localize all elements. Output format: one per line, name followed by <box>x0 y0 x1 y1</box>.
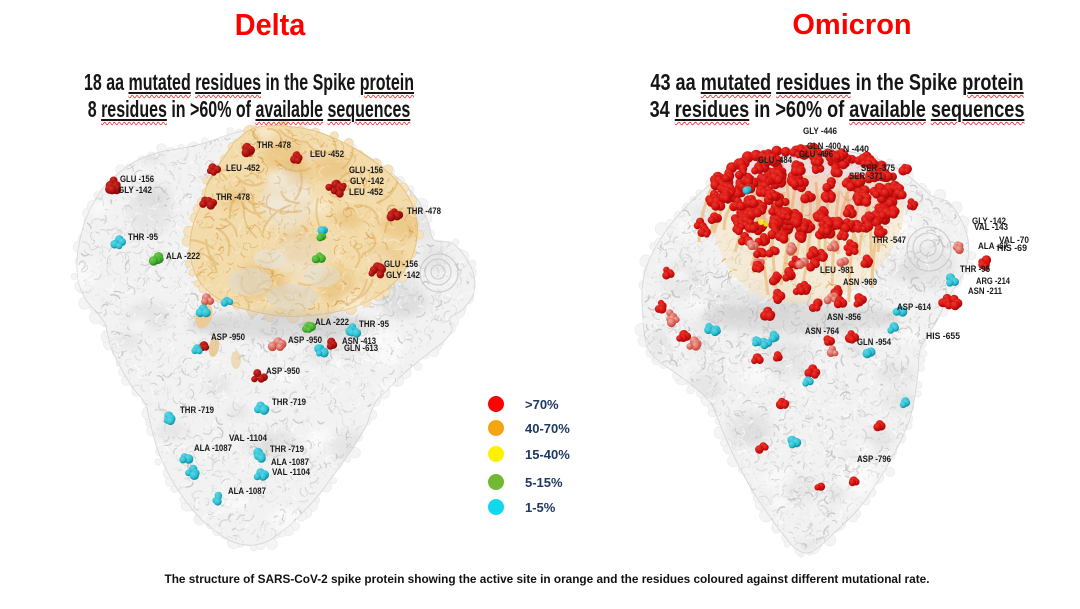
svg-text:THR -719: THR -719 <box>272 397 306 407</box>
svg-text:VAL -70: VAL -70 <box>999 235 1029 245</box>
svg-text:ALA -1087: ALA -1087 <box>194 443 232 453</box>
svg-text:GLN -954: GLN -954 <box>857 337 891 347</box>
svg-text:ASN -413: ASN -413 <box>342 336 376 346</box>
svg-text:THR -478: THR -478 <box>407 206 441 216</box>
svg-text:ASN -764: ASN -764 <box>805 326 839 336</box>
svg-text:GLY -142: GLY -142 <box>972 216 1006 226</box>
svg-text:GLU -484: GLU -484 <box>758 155 792 165</box>
svg-text:GLU -156: GLU -156 <box>384 259 418 269</box>
svg-text:ASP -614: ASP -614 <box>897 302 931 312</box>
svg-text:THR -95: THR -95 <box>359 319 389 329</box>
svg-text:LEU -981: LEU -981 <box>820 265 854 275</box>
svg-text:ASN -856: ASN -856 <box>827 312 861 322</box>
svg-text:ARG -214: ARG -214 <box>976 276 1010 286</box>
svg-text:SER -371: SER -371 <box>849 171 883 181</box>
svg-text:VAL -1104: VAL -1104 <box>229 433 267 443</box>
svg-text:GLY -142: GLY -142 <box>118 185 152 195</box>
svg-text:GLU -156: GLU -156 <box>349 165 383 175</box>
svg-text:THR -547: THR -547 <box>872 235 906 245</box>
svg-text:LEU -452: LEU -452 <box>226 163 260 173</box>
svg-text:THR -95: THR -95 <box>128 232 158 242</box>
svg-text:N -440: N -440 <box>843 144 869 154</box>
svg-text:ASP -950: ASP -950 <box>288 335 322 345</box>
svg-text:LEU -452: LEU -452 <box>349 187 383 197</box>
svg-text:THR -95: THR -95 <box>960 264 990 274</box>
svg-text:ALA -67: ALA -67 <box>978 241 1008 251</box>
svg-text:ASP -950: ASP -950 <box>211 332 245 342</box>
svg-text:ASN -211: ASN -211 <box>968 286 1002 296</box>
svg-text:VAL -143: VAL -143 <box>974 222 1008 232</box>
svg-text:GLY -142: GLY -142 <box>350 176 384 186</box>
svg-text:THR -478: THR -478 <box>216 192 250 202</box>
svg-text:GLN -400: GLN -400 <box>807 141 841 151</box>
svg-text:ASP -796: ASP -796 <box>857 454 891 464</box>
svg-text:GLN -613: GLN -613 <box>344 343 378 353</box>
svg-text:GLU -496: GLU -496 <box>799 149 833 159</box>
svg-text:THR -478: THR -478 <box>257 140 291 150</box>
svg-text:SER -375: SER -375 <box>861 163 895 173</box>
svg-text:ASP -950: ASP -950 <box>266 366 300 376</box>
svg-text:ALA -222: ALA -222 <box>315 317 349 327</box>
svg-text:LEU -452: LEU -452 <box>310 149 344 159</box>
svg-text:THR -719: THR -719 <box>180 405 214 415</box>
svg-text:GLY -142: GLY -142 <box>386 270 420 280</box>
svg-text:GLU -156: GLU -156 <box>120 174 154 184</box>
svg-text:VAL -1104: VAL -1104 <box>272 467 310 477</box>
svg-text:GLY -446: GLY -446 <box>803 126 837 136</box>
svg-text:HIS -655: HIS -655 <box>926 331 960 341</box>
svg-text:ALA -1087: ALA -1087 <box>271 457 309 467</box>
svg-text:ALA -222: ALA -222 <box>166 251 200 261</box>
svg-text:HIS -69: HIS -69 <box>997 243 1027 253</box>
svg-text:THR -719: THR -719 <box>270 444 304 454</box>
svg-text:ASN -969: ASN -969 <box>843 277 877 287</box>
svg-text:ALA -1087: ALA -1087 <box>228 486 266 496</box>
